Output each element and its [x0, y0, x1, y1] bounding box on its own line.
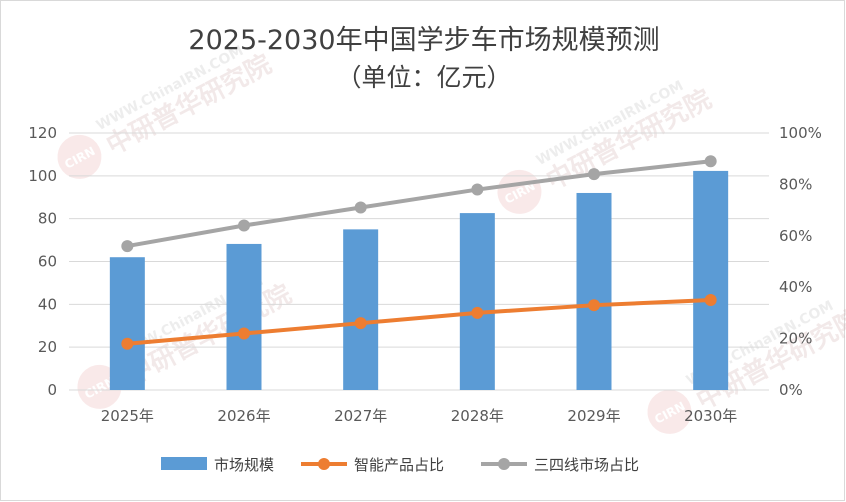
- bar-series: [109, 170, 729, 390]
- axis-labels: 0 20 40 60 80 100 120 0% 20% 40% 60% 80% 100% 2025年 20…: [28, 124, 822, 425]
- chart-subtitle: （单位：亿元）: [336, 63, 511, 92]
- line-series: [121, 155, 717, 350]
- legend-entry: 三四线市场占比: [481, 456, 639, 474]
- series-line: [126, 159, 711, 249]
- x-tick-label: 2029年: [567, 407, 620, 425]
- series-point: [238, 327, 250, 340]
- x-tick-label: 2026年: [217, 407, 270, 425]
- x-tick-label: 2028年: [451, 407, 504, 425]
- y-left-tick-label: 80: [38, 210, 57, 228]
- legend-label: 三四线市场占比: [534, 456, 639, 474]
- legend-entry: 智能产品占比: [301, 456, 444, 474]
- bar: [693, 170, 729, 390]
- gridlines: [69, 132, 769, 391]
- bar: [343, 229, 379, 390]
- series-point: [121, 337, 134, 350]
- series-point: [704, 294, 717, 307]
- watermark-logo: [647, 389, 692, 434]
- series-point: [704, 155, 717, 168]
- x-tick-label: 2027年: [334, 407, 387, 425]
- series-point: [588, 299, 600, 312]
- legend-swatch: [161, 457, 207, 470]
- y-left-tick-label: 40: [38, 295, 57, 313]
- y-left-tick-label: 60: [38, 253, 57, 271]
- chart-title: 2025-2030年中国学步车市场规模预测: [188, 25, 659, 56]
- y-left-tick-label: 20: [38, 338, 57, 356]
- bar: [109, 257, 145, 390]
- watermark-logo: [57, 134, 102, 179]
- legend-label: 智能产品占比: [354, 456, 444, 474]
- legend-swatch-marker: [318, 458, 330, 470]
- x-tick-label: 2025年: [101, 407, 154, 425]
- x-tick-label: 2030年: [684, 407, 737, 425]
- series-point: [238, 219, 250, 232]
- series-point: [121, 240, 134, 253]
- y-right-tick-label: 0%: [779, 381, 803, 399]
- series-point: [588, 168, 600, 181]
- series-point: [471, 306, 484, 319]
- y-right-tick-label: 100%: [779, 124, 822, 142]
- y-right-tick-label: 40%: [779, 278, 812, 296]
- bar: [576, 192, 612, 390]
- series-point: [354, 317, 367, 330]
- y-left-tick-label: 0: [47, 381, 57, 399]
- y-left-tick-label: 100: [28, 167, 57, 185]
- legend-entry: 市场规模: [161, 456, 274, 474]
- legend: 市场规模 智能产品占比 三四线市场占比: [161, 456, 639, 474]
- y-right-tick-label: 20%: [779, 330, 812, 348]
- series-line: [127, 298, 711, 346]
- series-point: [471, 183, 484, 196]
- y-right-tick-label: 60%: [779, 227, 812, 245]
- series-point: [354, 201, 367, 214]
- legend-swatch-marker: [498, 458, 510, 470]
- legend-label: 市场规模: [214, 456, 274, 474]
- bar: [459, 213, 495, 390]
- y-left-tick-label: 120: [28, 124, 57, 142]
- bar: [226, 243, 262, 390]
- y-right-tick-label: 80%: [779, 175, 812, 193]
